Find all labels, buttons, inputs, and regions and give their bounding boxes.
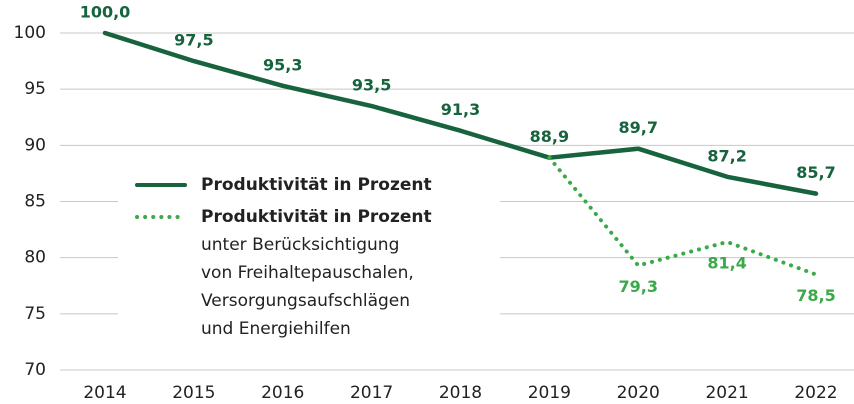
legend-note: und Energiehilfen (201, 319, 351, 339)
x-tick-label: 2015 (172, 383, 215, 403)
legend-note: unter Berücksichtigung (201, 235, 399, 255)
legend-label: Produktivität in Prozent (201, 175, 432, 195)
data-label: 100,0 (80, 3, 131, 22)
x-tick-label: 2022 (794, 383, 837, 403)
x-tick-label: 2014 (83, 383, 126, 403)
y-tick-label: 90 (24, 135, 46, 155)
data-label: 91,3 (441, 100, 480, 119)
legend-box (118, 165, 500, 347)
legend-note: Versorgungsaufschlägen (201, 291, 410, 311)
series-line (102, 30, 819, 196)
x-tick-label: 2021 (705, 383, 748, 403)
y-tick-label: 70 (24, 360, 46, 380)
legend-label: Produktivität in Prozent (201, 207, 432, 227)
x-tick-label: 2017 (350, 383, 393, 403)
x-tick-label: 2019 (528, 383, 571, 403)
y-tick-label: 95 (24, 79, 46, 99)
y-tick-label: 100 (14, 23, 46, 43)
data-label: 95,3 (263, 55, 302, 74)
data-label: 78,5 (796, 286, 835, 305)
data-label: 97,5 (174, 31, 213, 50)
series-line (547, 155, 818, 277)
y-tick-label: 85 (24, 192, 46, 212)
data-label: 85,7 (796, 163, 835, 182)
legend-note: von Freihaltepauschalen, (201, 263, 414, 283)
data-label: 93,5 (352, 76, 391, 95)
x-tick-label: 2018 (439, 383, 482, 403)
y-tick-label: 80 (24, 248, 46, 268)
y-tick-label: 75 (24, 304, 46, 324)
x-tick-label: 2016 (261, 383, 304, 403)
x-tick-label: 2020 (617, 383, 660, 403)
data-label: 81,4 (707, 253, 746, 272)
data-label: 87,2 (707, 146, 746, 165)
data-label: 88,9 (530, 127, 569, 146)
data-label: 79,3 (619, 277, 658, 296)
data-label: 89,7 (619, 118, 658, 137)
